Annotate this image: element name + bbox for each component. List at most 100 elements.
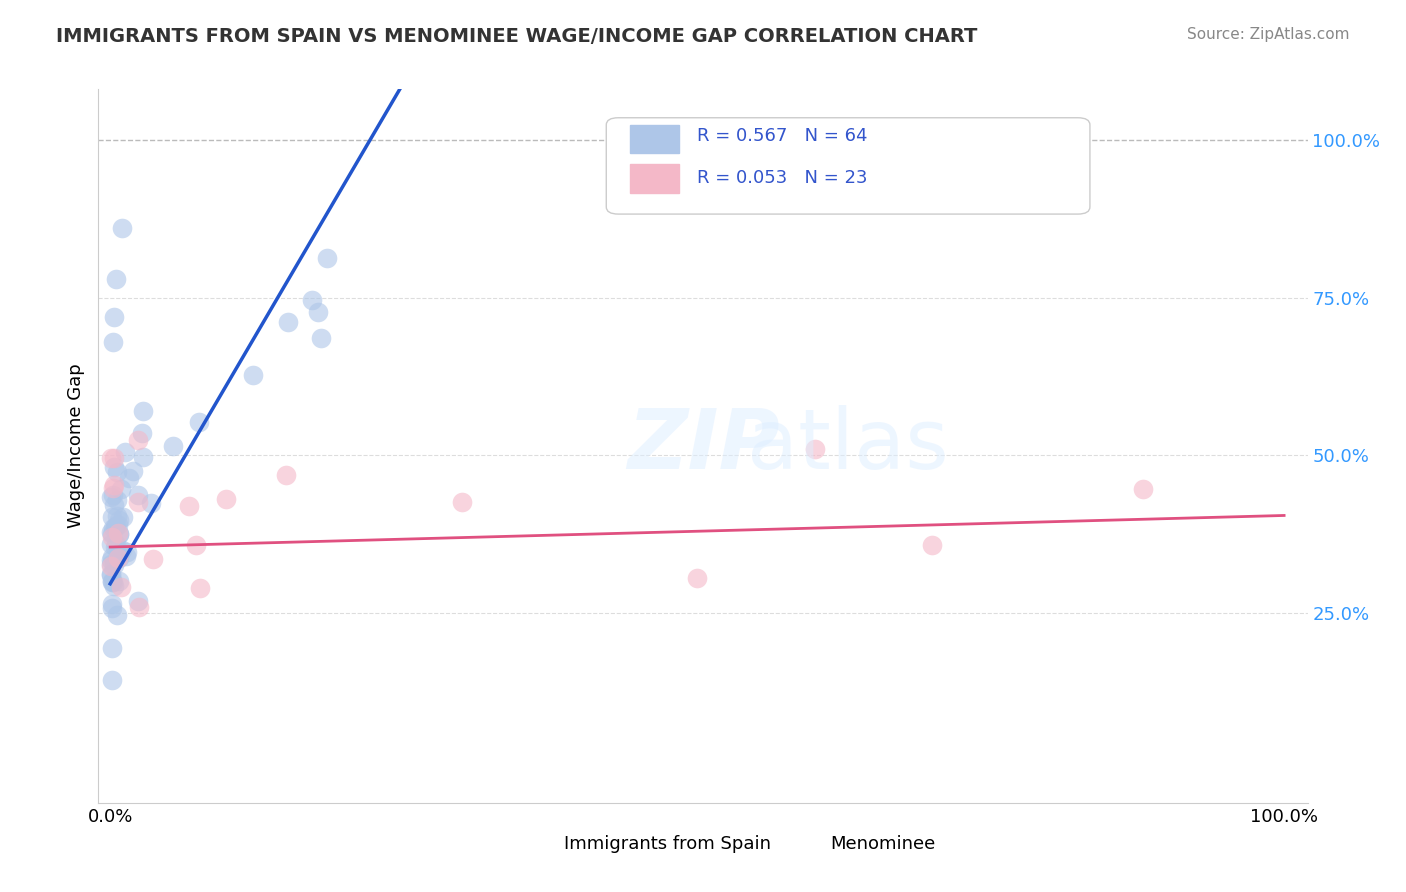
Point [1132, 483, 1154, 497]
Point [104, 540, 127, 554]
FancyBboxPatch shape [630, 125, 679, 153]
Point [127, 594, 149, 608]
Point [107, 551, 129, 566]
Point [100, 557, 122, 571]
Point [276, 468, 298, 483]
Point [108, 526, 131, 541]
Point [103, 478, 125, 492]
Point [101, 549, 124, 564]
Point [104, 537, 127, 551]
Point [107, 526, 129, 541]
Point [115, 545, 138, 559]
Text: ZIP: ZIP [627, 406, 779, 486]
Text: R = 0.567   N = 64: R = 0.567 N = 64 [697, 127, 868, 145]
Point [101, 673, 124, 687]
Point [103, 520, 125, 534]
Point [101, 530, 124, 544]
Text: Menominee: Menominee [830, 835, 935, 853]
Point [103, 520, 125, 534]
Point [103, 310, 125, 324]
Text: Source: ZipAtlas.com: Source: ZipAtlas.com [1187, 27, 1350, 42]
Point [921, 538, 943, 552]
Y-axis label: Wage/Income Gap: Wage/Income Gap [66, 364, 84, 528]
Point [111, 510, 134, 524]
Point [101, 334, 124, 349]
Point [141, 496, 163, 510]
Text: IMMIGRANTS FROM SPAIN VS MENOMINEE WAGE/INCOME GAP CORRELATION CHART: IMMIGRANTS FROM SPAIN VS MENOMINEE WAGE/… [56, 27, 977, 45]
Point [111, 221, 134, 235]
Point [103, 558, 125, 573]
Point [103, 488, 125, 502]
Point [108, 513, 131, 527]
Point [177, 499, 200, 513]
Point [142, 552, 165, 566]
Point [103, 450, 125, 465]
Point [103, 459, 125, 474]
FancyBboxPatch shape [606, 118, 1090, 214]
Point [184, 538, 207, 552]
Point [103, 498, 125, 512]
Point [121, 464, 143, 478]
Point [107, 551, 129, 566]
Point [111, 543, 134, 558]
Point [803, 442, 825, 456]
Point [131, 404, 153, 418]
Point [100, 490, 122, 504]
Point [103, 579, 125, 593]
Point [162, 439, 184, 453]
Point [101, 574, 124, 589]
Text: Immigrants from Spain: Immigrants from Spain [564, 835, 770, 853]
Point [105, 508, 128, 523]
Point [107, 518, 129, 533]
FancyBboxPatch shape [787, 835, 818, 853]
Point [128, 599, 150, 614]
Point [100, 568, 122, 582]
Point [277, 315, 299, 329]
Point [100, 510, 122, 524]
Point [107, 527, 129, 541]
Point [101, 527, 124, 541]
Point [215, 491, 238, 506]
Point [307, 304, 329, 318]
Point [127, 487, 149, 501]
Point [110, 581, 132, 595]
Point [118, 471, 141, 485]
Point [110, 546, 132, 560]
Point [127, 495, 149, 509]
Point [105, 492, 128, 507]
Point [686, 571, 709, 585]
Point [100, 552, 122, 566]
Point [101, 641, 124, 656]
Text: atlas: atlas [747, 406, 949, 486]
Text: R = 0.053   N = 23: R = 0.053 N = 23 [697, 169, 868, 187]
Point [100, 574, 122, 588]
Point [105, 271, 128, 285]
Point [188, 581, 211, 595]
Point [100, 558, 122, 573]
Point [127, 433, 149, 447]
Point [242, 368, 264, 383]
Point [100, 566, 122, 581]
Point [105, 607, 128, 622]
Point [114, 444, 136, 458]
Point [301, 293, 323, 307]
Point [132, 450, 155, 464]
Point [104, 519, 127, 533]
Point [309, 331, 332, 345]
Point [100, 524, 122, 539]
Point [451, 495, 474, 509]
Point [101, 601, 124, 615]
Point [103, 481, 125, 495]
Point [105, 465, 128, 479]
Point [110, 483, 132, 497]
Point [107, 574, 129, 588]
Point [100, 537, 122, 551]
FancyBboxPatch shape [522, 835, 551, 853]
Point [100, 451, 122, 466]
Point [114, 549, 136, 563]
Point [131, 425, 153, 440]
Point [100, 575, 122, 590]
Point [187, 416, 209, 430]
Point [316, 251, 339, 265]
FancyBboxPatch shape [630, 164, 679, 193]
